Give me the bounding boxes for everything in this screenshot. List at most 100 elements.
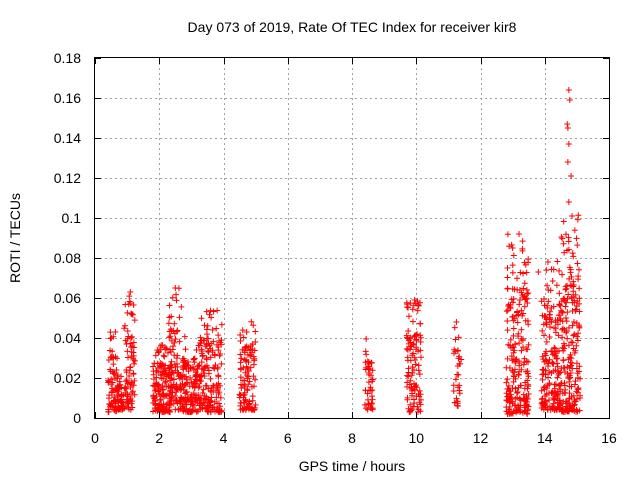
data-point <box>215 337 222 344</box>
data-point <box>180 355 187 362</box>
data-point <box>416 371 423 378</box>
data-point <box>173 297 180 304</box>
data-point <box>240 392 247 399</box>
data-point <box>404 372 411 379</box>
data-point <box>153 379 160 386</box>
data-point <box>539 327 546 334</box>
data-point <box>577 392 584 399</box>
data-point <box>241 399 248 406</box>
data-point <box>168 337 175 344</box>
y-tick-label: 0.16 <box>54 90 81 106</box>
data-point <box>203 356 210 363</box>
data-point <box>170 343 177 350</box>
data-point <box>210 388 217 395</box>
data-point <box>126 293 133 300</box>
data-point <box>539 312 546 319</box>
data-point <box>247 352 254 359</box>
data-point <box>560 218 567 225</box>
data-point <box>504 317 511 324</box>
data-point <box>566 97 573 103</box>
y-tick-label: 0.12 <box>54 170 81 186</box>
data-point <box>512 401 519 408</box>
data-point <box>211 404 218 411</box>
data-point <box>504 376 511 383</box>
data-point <box>237 374 244 381</box>
data-point <box>556 290 563 297</box>
data-point <box>571 227 578 234</box>
data-point <box>238 384 245 391</box>
data-point <box>506 243 513 250</box>
data-point <box>555 332 562 339</box>
data-point <box>509 262 516 269</box>
data-point <box>575 266 582 273</box>
data-point <box>217 403 224 410</box>
data-point <box>405 313 412 320</box>
data-point <box>198 346 205 353</box>
data-point <box>131 360 138 367</box>
data-point <box>539 376 546 383</box>
data-point <box>572 398 579 405</box>
data-point <box>453 395 460 402</box>
data-point <box>557 302 564 309</box>
data-point <box>409 306 416 313</box>
data-point <box>173 397 180 404</box>
data-point <box>525 373 532 380</box>
data-point <box>569 322 576 329</box>
data-point <box>242 396 249 403</box>
data-point <box>154 347 161 354</box>
data-point <box>515 372 522 379</box>
data-point <box>411 400 418 407</box>
data-point <box>413 384 420 391</box>
data-point <box>564 159 571 165</box>
data-point <box>127 344 134 351</box>
data-point <box>163 345 170 352</box>
data-point <box>454 402 461 409</box>
data-point <box>450 382 457 389</box>
data-point <box>539 371 546 378</box>
data-point <box>178 303 185 310</box>
data-point <box>550 266 557 273</box>
data-point <box>406 408 413 415</box>
data-point <box>556 312 563 319</box>
data-point <box>405 340 412 347</box>
data-point <box>569 360 576 367</box>
data-point <box>510 373 517 380</box>
data-point <box>129 333 135 340</box>
data-point <box>510 325 517 332</box>
data-point <box>169 389 176 396</box>
data-point <box>455 334 462 341</box>
data-point <box>247 342 254 349</box>
data-point <box>172 392 179 399</box>
data-point <box>559 406 566 413</box>
data-point <box>577 375 584 382</box>
data-point <box>245 367 252 374</box>
data-point <box>523 286 530 293</box>
data-point <box>181 406 188 413</box>
data-point <box>553 282 560 289</box>
data-point <box>557 386 564 393</box>
data-point <box>573 342 580 349</box>
data-point <box>521 355 528 362</box>
data-point <box>523 346 530 353</box>
x-tick-label: 2 <box>155 430 163 446</box>
data-point <box>509 285 516 292</box>
data-point <box>128 334 135 341</box>
data-point <box>189 401 196 408</box>
data-point <box>456 387 463 394</box>
data-point <box>195 362 202 369</box>
data-point <box>176 314 183 321</box>
data-point <box>245 373 252 380</box>
data-point <box>124 396 131 403</box>
data-point <box>123 385 130 392</box>
data-point <box>202 363 209 370</box>
data-point <box>404 394 411 401</box>
y-tick-label: 0.02 <box>54 370 81 386</box>
data-point <box>559 334 566 341</box>
data-point <box>540 384 547 391</box>
data-point <box>244 403 251 410</box>
data-point <box>207 354 214 361</box>
data-point <box>566 372 573 379</box>
data-point <box>573 320 580 327</box>
data-point <box>204 364 211 371</box>
